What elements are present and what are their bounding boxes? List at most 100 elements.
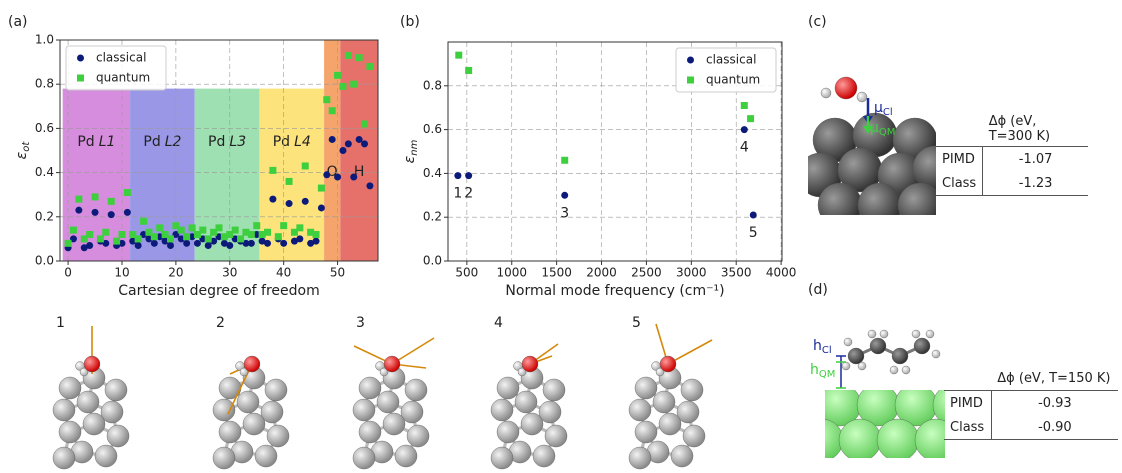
- point: [280, 239, 288, 247]
- snapshot-label: 2: [216, 315, 225, 331]
- y-tick-label: 0.6: [35, 121, 54, 135]
- atom: [520, 412, 544, 436]
- atom: [680, 378, 704, 402]
- atom: [94, 444, 118, 468]
- atom: [358, 376, 382, 400]
- point: [69, 235, 77, 243]
- y-tick-label: 0.8: [423, 78, 442, 92]
- atom: [406, 424, 430, 448]
- atom: [212, 446, 236, 470]
- point: [134, 235, 142, 243]
- legend-box: [675, 47, 777, 93]
- table-cell: Class: [936, 171, 984, 196]
- atom: [212, 398, 236, 422]
- table: Δϕ (eV, T=150 K) PIMD -0.93 Class -0.90: [944, 366, 1118, 440]
- point: [301, 162, 309, 170]
- point: [150, 233, 158, 241]
- atom: [876, 418, 920, 458]
- y-tick-label: 0.8: [35, 77, 54, 91]
- x-tick-label: 4000: [766, 266, 797, 280]
- point: [328, 107, 336, 115]
- point: [264, 239, 272, 247]
- point: [113, 237, 121, 245]
- point: [177, 226, 185, 234]
- point: [210, 228, 218, 236]
- x-axis-label: Cartesian degree of freedom: [118, 283, 319, 299]
- point: [269, 166, 277, 174]
- atom: [891, 347, 909, 365]
- atom: [242, 412, 266, 436]
- point: [296, 224, 304, 232]
- text-part: H: [354, 164, 365, 180]
- region-label: Pd L2: [143, 134, 181, 150]
- text-part: Pd: [208, 134, 225, 150]
- point: [166, 242, 174, 250]
- text-part: ε: [14, 151, 30, 159]
- atom: [834, 76, 858, 100]
- point: [307, 239, 315, 247]
- y-tick-label: 0.4: [423, 166, 442, 180]
- point: [285, 177, 293, 185]
- region: [324, 40, 341, 261]
- legend-marker: [77, 54, 84, 62]
- atom: [254, 444, 278, 468]
- point: [258, 237, 266, 245]
- point: [231, 226, 239, 234]
- text-part: L1: [99, 134, 116, 150]
- atom: [218, 420, 242, 444]
- point: [253, 230, 261, 238]
- atom: [79, 367, 89, 377]
- point: [355, 54, 363, 62]
- point: [86, 230, 94, 238]
- point: [80, 244, 88, 252]
- table-cell: Class: [944, 415, 992, 440]
- atom: [838, 418, 882, 458]
- x-tick-label: 3500: [721, 266, 752, 280]
- atom: [400, 400, 424, 424]
- point: [285, 200, 293, 208]
- atom: [100, 400, 124, 424]
- point: [561, 191, 569, 199]
- table-cell: -1.07: [1018, 151, 1053, 167]
- text-part: h: [813, 338, 822, 354]
- point: [280, 222, 288, 230]
- atom: [352, 398, 376, 422]
- atom: [260, 400, 284, 424]
- point: [258, 230, 266, 238]
- point: [145, 235, 153, 243]
- y-tick-label: 0.0: [35, 254, 54, 268]
- atom: [867, 329, 877, 339]
- atom: [682, 424, 706, 448]
- surface: [825, 390, 945, 458]
- atom: [236, 390, 260, 414]
- point: [172, 230, 180, 238]
- point: [747, 115, 755, 123]
- y-tick-label: 0.6: [423, 122, 442, 136]
- snapshot-label: 4: [494, 315, 503, 331]
- atom: [634, 376, 658, 400]
- atom: [82, 412, 106, 436]
- table-cell: PIMD: [936, 146, 984, 171]
- point: [264, 228, 272, 236]
- atom: [218, 376, 242, 400]
- point-label: 3: [560, 205, 569, 221]
- point: [86, 242, 94, 250]
- x-tick-label: 50: [330, 266, 345, 280]
- point: [75, 195, 83, 203]
- point: [220, 233, 228, 241]
- legend-marker: [687, 56, 694, 64]
- point: [118, 230, 126, 238]
- point: [183, 233, 191, 241]
- point: [312, 237, 320, 245]
- point-label: 4: [740, 140, 749, 156]
- point: [465, 172, 473, 180]
- point: [188, 233, 196, 241]
- atom: [628, 446, 652, 470]
- table-cell: -1.23: [982, 171, 1088, 196]
- atom: [266, 424, 290, 448]
- point: [215, 233, 223, 241]
- text-part: Cl: [883, 107, 893, 118]
- atom: [658, 412, 682, 436]
- point: [350, 173, 358, 181]
- point: [231, 235, 239, 243]
